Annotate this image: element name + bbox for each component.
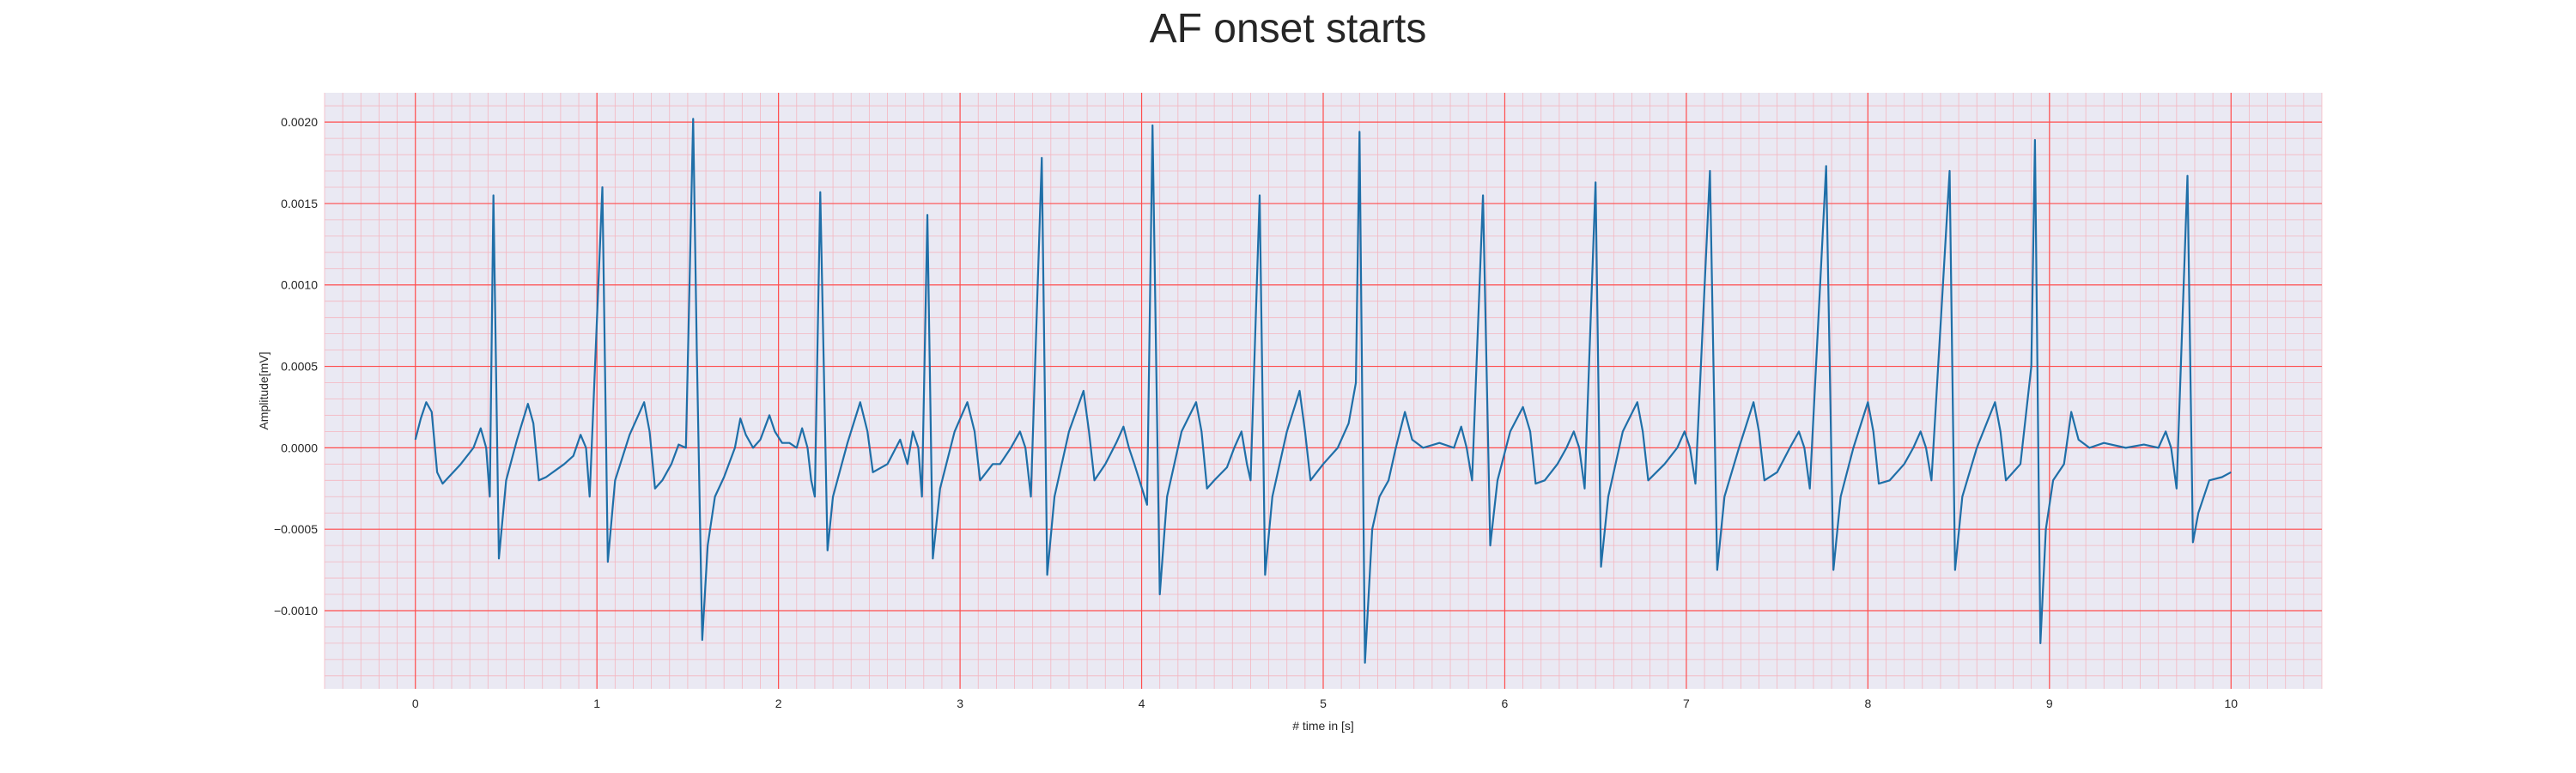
- y-tick-label: 0.0000: [281, 441, 318, 454]
- x-axis-label: # time in [s]: [1292, 719, 1354, 733]
- x-tick-label: 2: [775, 697, 782, 710]
- y-tick-label: 0.0015: [281, 197, 318, 210]
- y-tick-label: −0.0005: [274, 522, 318, 536]
- x-tick-label: 6: [1502, 697, 1509, 710]
- x-tick-label: 7: [1683, 697, 1690, 710]
- y-axis-ticks: −0.0010 −0.0005 0.0000 0.0005 0.0010 0.0015 0.…: [274, 115, 318, 618]
- x-tick-label: 5: [1320, 697, 1327, 710]
- x-tick-label: 4: [1139, 697, 1145, 710]
- y-tick-label: −0.0010: [274, 604, 318, 618]
- x-tick-label: 0: [412, 697, 419, 710]
- x-tick-label: 1: [593, 697, 600, 710]
- x-tick-label: 9: [2046, 697, 2053, 710]
- x-tick-label: 10: [2224, 697, 2238, 710]
- y-tick-label: 0.0020: [281, 115, 318, 129]
- x-tick-label: 3: [957, 697, 963, 710]
- y-tick-label: 0.0010: [281, 278, 318, 292]
- y-tick-label: 0.0005: [281, 360, 318, 374]
- x-tick-label: 8: [1864, 697, 1871, 710]
- y-axis-label: Amplitude[mV]: [257, 351, 270, 429]
- x-axis-ticks: 0 1 2 3 4 5 6 7 8 9 10: [412, 697, 2238, 710]
